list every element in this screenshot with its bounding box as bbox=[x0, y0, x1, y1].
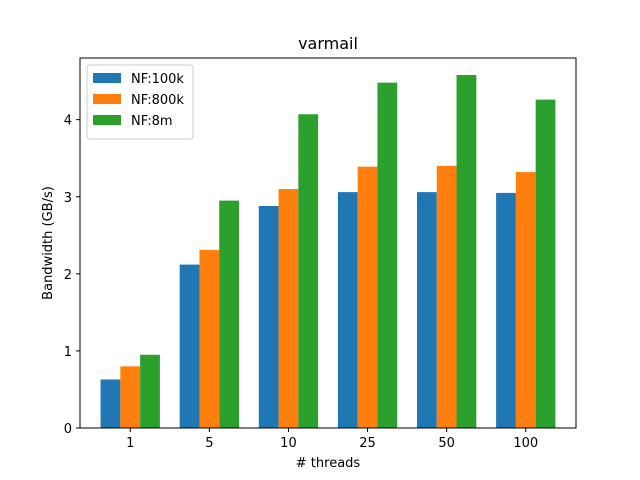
x-tick-label: 25 bbox=[359, 436, 376, 451]
y-axis-label: Bandwidth (GB/s) bbox=[41, 186, 56, 300]
bars-group bbox=[100, 74, 556, 429]
bar-nf-800k-10 bbox=[278, 189, 299, 428]
legend: NF:100k NF:800k NF:8m bbox=[86, 64, 194, 140]
legend-label: NF:8m bbox=[131, 114, 173, 129]
y-tick-label: 4 bbox=[64, 114, 72, 129]
x-axis-label: # threads bbox=[296, 456, 361, 471]
x-tick-label: 100 bbox=[513, 436, 538, 451]
bar-nf-100k-5 bbox=[179, 264, 200, 428]
bar-nf-800k-1 bbox=[120, 366, 141, 428]
bar-nf-100k-100 bbox=[496, 192, 516, 428]
bar-nf-8m-1 bbox=[140, 354, 160, 428]
bar-nf-100k-25 bbox=[337, 192, 358, 428]
legend-label: NF:100k bbox=[131, 72, 184, 87]
x-tick-label: 5 bbox=[205, 436, 213, 451]
bar-nf-800k-5 bbox=[199, 249, 220, 428]
x-tick-label: 10 bbox=[280, 436, 297, 451]
plot-frame bbox=[79, 57, 577, 429]
legend-label: NF:800k bbox=[131, 93, 184, 108]
bar-nf-8m-100 bbox=[535, 99, 556, 428]
x-tick-label: 50 bbox=[438, 436, 455, 451]
chart-title: varmail bbox=[298, 34, 358, 53]
bar-nf-8m-50 bbox=[456, 74, 477, 428]
bar-nf-800k-25 bbox=[357, 166, 378, 428]
y-axis-ticks: 0 1 2 3 4 bbox=[64, 114, 80, 437]
bar-nf-8m-25 bbox=[377, 82, 398, 429]
legend-swatch bbox=[93, 94, 121, 104]
x-tick-label: 1 bbox=[126, 436, 134, 451]
y-tick-label: 2 bbox=[64, 268, 72, 283]
x-axis-ticks: 1 5 10 25 50 100 bbox=[126, 428, 538, 451]
bar-nf-800k-100 bbox=[515, 172, 536, 428]
y-tick-label: 1 bbox=[64, 345, 72, 360]
bar-nf-8m-5 bbox=[219, 200, 240, 428]
y-tick-label: 0 bbox=[64, 422, 72, 437]
bar-nf-100k-50 bbox=[416, 192, 437, 428]
bar-nf-8m-10 bbox=[298, 114, 319, 428]
bar-nf-800k-50 bbox=[436, 165, 457, 428]
legend-swatch bbox=[93, 115, 121, 125]
bar-nf-100k-1 bbox=[100, 379, 121, 428]
bar-nf-100k-10 bbox=[258, 206, 279, 428]
legend-swatch bbox=[93, 73, 121, 83]
y-tick-label: 3 bbox=[64, 191, 72, 206]
